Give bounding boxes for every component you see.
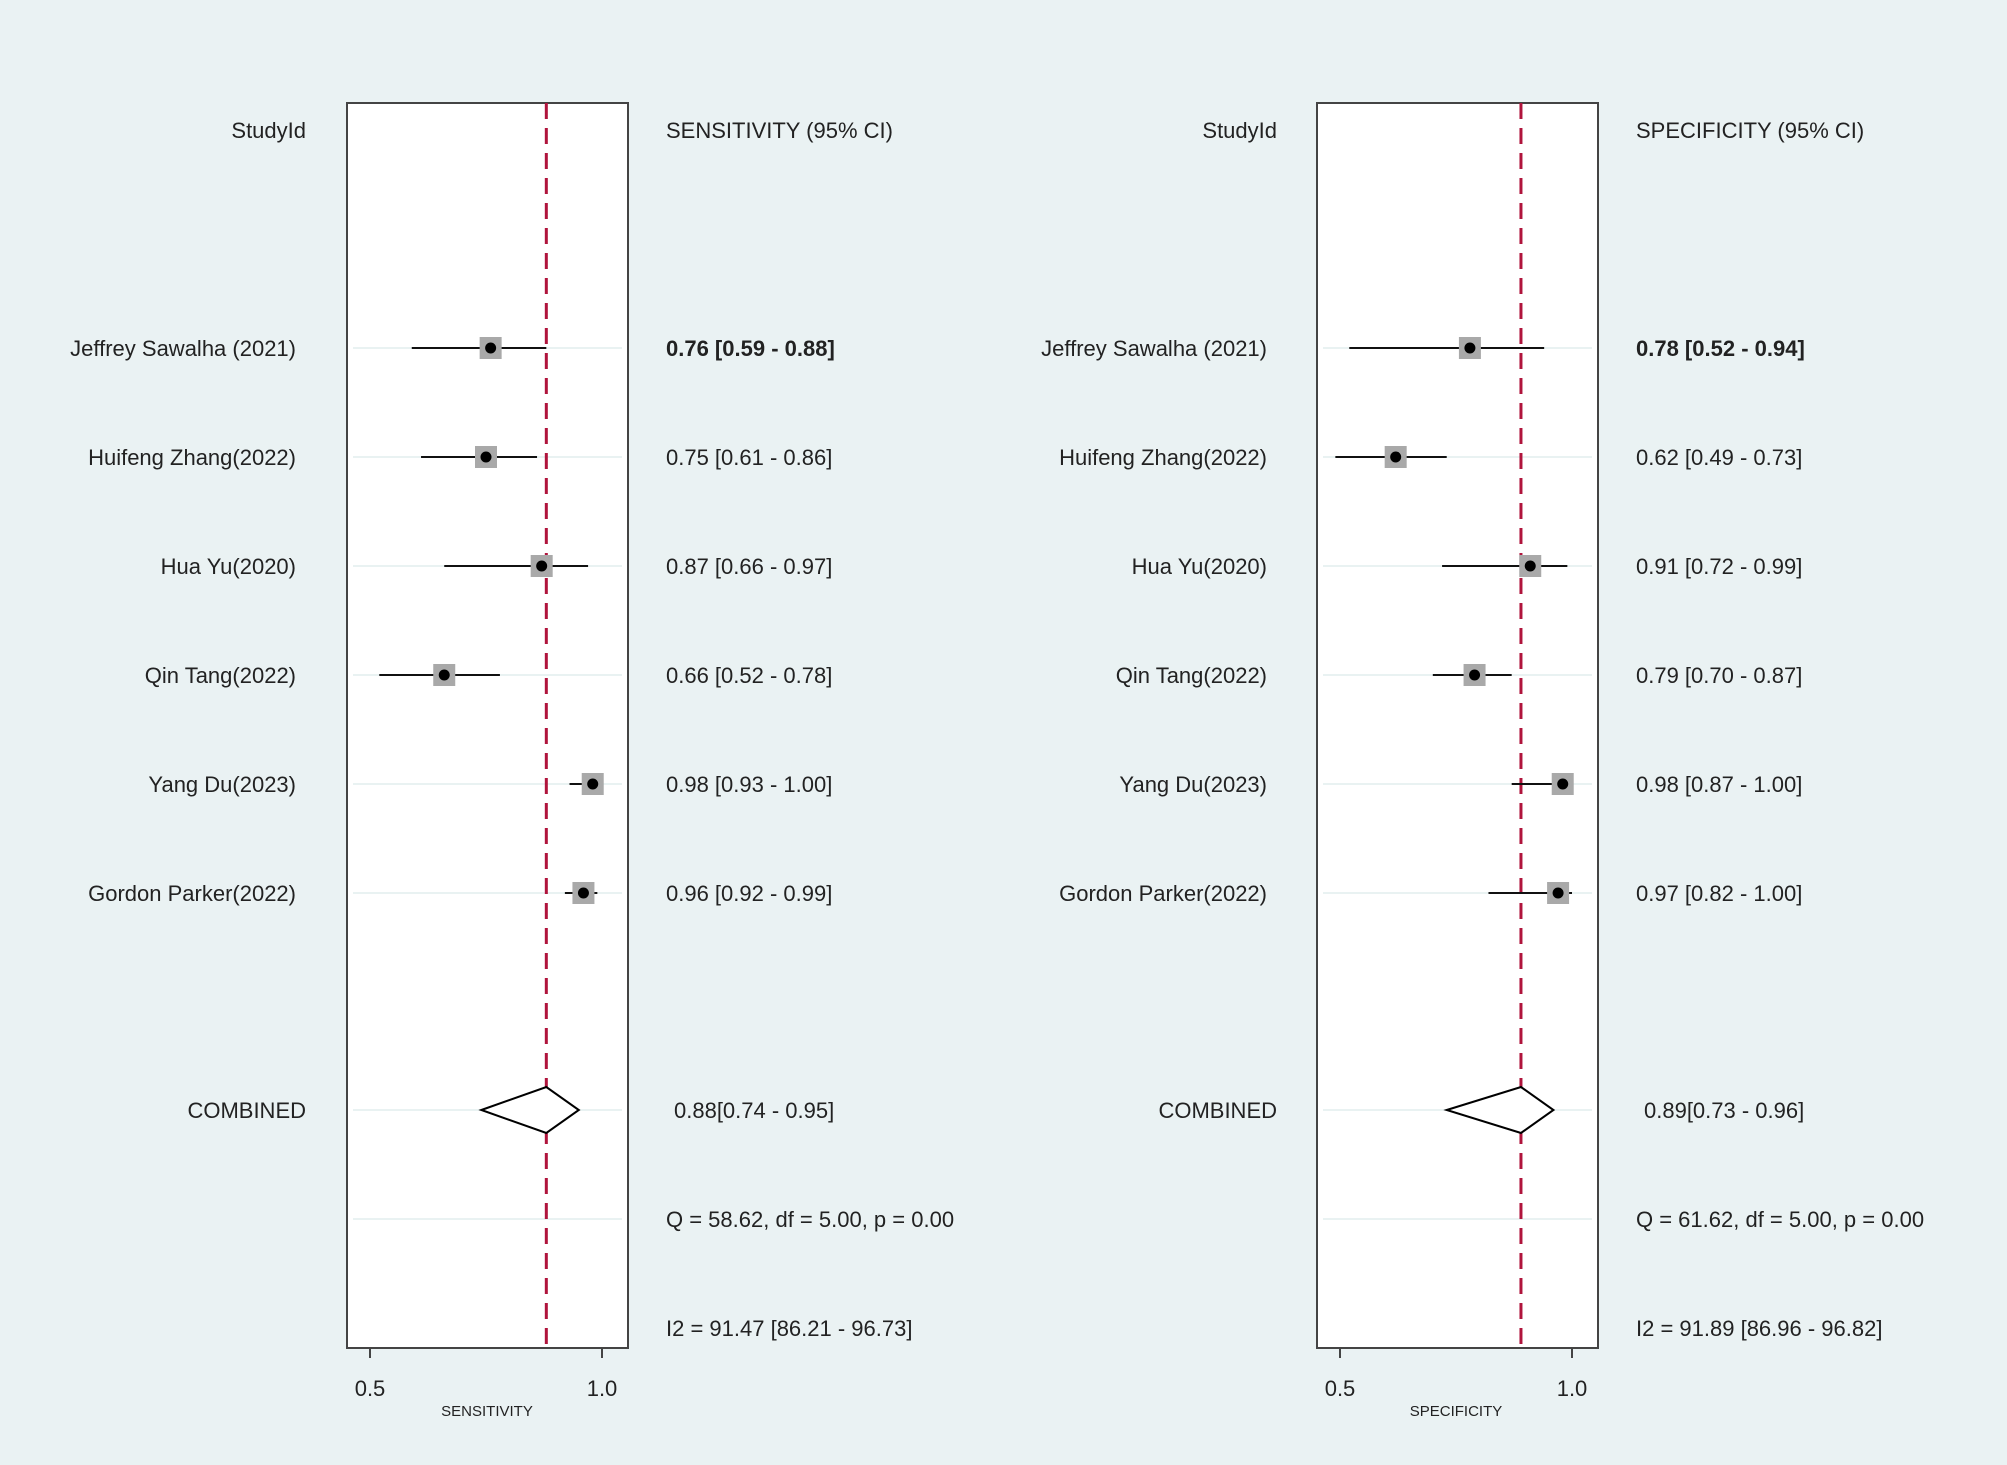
study-estimate-label: 0.76 [0.59 - 0.88] xyxy=(666,336,835,361)
study-name: Gordon Parker(2022) xyxy=(88,881,296,906)
x-axis-label: SPECIFICITY xyxy=(1410,1403,1503,1420)
study-point-estimate xyxy=(438,669,450,681)
combined-estimate-label: 0.89[0.73 - 0.96] xyxy=(1644,1098,1804,1123)
study-column-header: StudyId xyxy=(1202,118,1277,143)
study-point-estimate xyxy=(1469,669,1481,681)
study-point-estimate xyxy=(1524,560,1536,572)
study-name: Gordon Parker(2022) xyxy=(1059,881,1267,906)
study-estimate-label: 0.75 [0.61 - 0.86] xyxy=(666,445,832,470)
study-name: Huifeng Zhang(2022) xyxy=(88,445,296,470)
combined-estimate-label: 0.88[0.74 - 0.95] xyxy=(674,1098,834,1123)
plot-panel-1 xyxy=(346,102,629,1349)
x-tick-label: 1.0 xyxy=(587,1376,618,1401)
study-estimate-label: 0.78 [0.52 - 0.94] xyxy=(1636,336,1805,361)
study-point-estimate xyxy=(1464,342,1476,354)
study-point-estimate xyxy=(480,451,492,463)
study-column-header: StudyId xyxy=(231,118,306,143)
study-name: Yang Du(2023) xyxy=(148,772,296,797)
study-estimate-label: 0.79 [0.70 - 0.87] xyxy=(1636,663,1802,688)
study-estimate-label: 0.91 [0.72 - 0.99] xyxy=(1636,554,1802,579)
combined-diamond xyxy=(478,1085,581,1135)
plot-panel-2 xyxy=(1316,102,1599,1349)
heterogeneity-q: Q = 61.62, df = 5.00, p = 0.00 xyxy=(1636,1207,1924,1232)
study-name: Huifeng Zhang(2022) xyxy=(1059,445,1267,470)
study-name: Jeffrey Sawalha (2021) xyxy=(1041,336,1267,361)
x-axis-label: SENSITIVITY xyxy=(441,1403,533,1420)
x-tick-label: 0.5 xyxy=(1325,1376,1356,1401)
study-name: Yang Du(2023) xyxy=(1119,772,1267,797)
value-column-header: SPECIFICITY (95% CI) xyxy=(1636,118,1864,143)
study-name: Hua Yu(2020) xyxy=(1132,554,1267,579)
combined-label: COMBINED xyxy=(187,1098,306,1123)
heterogeneity-q: Q = 58.62, df = 5.00, p = 0.00 xyxy=(666,1207,954,1232)
study-point-estimate xyxy=(1557,778,1569,790)
study-estimate-label: 0.97 [0.82 - 1.00] xyxy=(1636,881,1802,906)
study-estimate-label: 0.66 [0.52 - 0.78] xyxy=(666,663,832,688)
heterogeneity-i2: I2 = 91.47 [86.21 - 96.73] xyxy=(666,1316,912,1341)
x-tick-label: 0.5 xyxy=(355,1376,386,1401)
study-point-estimate xyxy=(587,778,599,790)
study-point-estimate xyxy=(577,887,589,899)
heterogeneity-i2: I2 = 91.89 [86.96 - 96.82] xyxy=(1636,1316,1882,1341)
value-column-header: SENSITIVITY (95% CI) xyxy=(666,118,893,143)
study-point-estimate xyxy=(485,342,497,354)
study-name: Hua Yu(2020) xyxy=(161,554,296,579)
study-point-estimate xyxy=(1552,887,1564,899)
study-name: Qin Tang(2022) xyxy=(145,663,296,688)
study-point-estimate xyxy=(536,560,548,572)
study-point-estimate xyxy=(1390,451,1402,463)
x-tick-label: 1.0 xyxy=(1557,1376,1588,1401)
study-estimate-label: 0.98 [0.93 - 1.00] xyxy=(666,772,832,797)
combined-diamond xyxy=(1443,1085,1556,1135)
study-estimate-label: 0.96 [0.92 - 0.99] xyxy=(666,881,832,906)
combined-label: COMBINED xyxy=(1158,1098,1277,1123)
study-estimate-label: 0.62 [0.49 - 0.73] xyxy=(1636,445,1802,470)
study-name: Qin Tang(2022) xyxy=(1116,663,1267,688)
study-estimate-label: 0.87 [0.66 - 0.97] xyxy=(666,554,832,579)
study-estimate-label: 0.98 [0.87 - 1.00] xyxy=(1636,772,1802,797)
study-name: Jeffrey Sawalha (2021) xyxy=(70,336,296,361)
